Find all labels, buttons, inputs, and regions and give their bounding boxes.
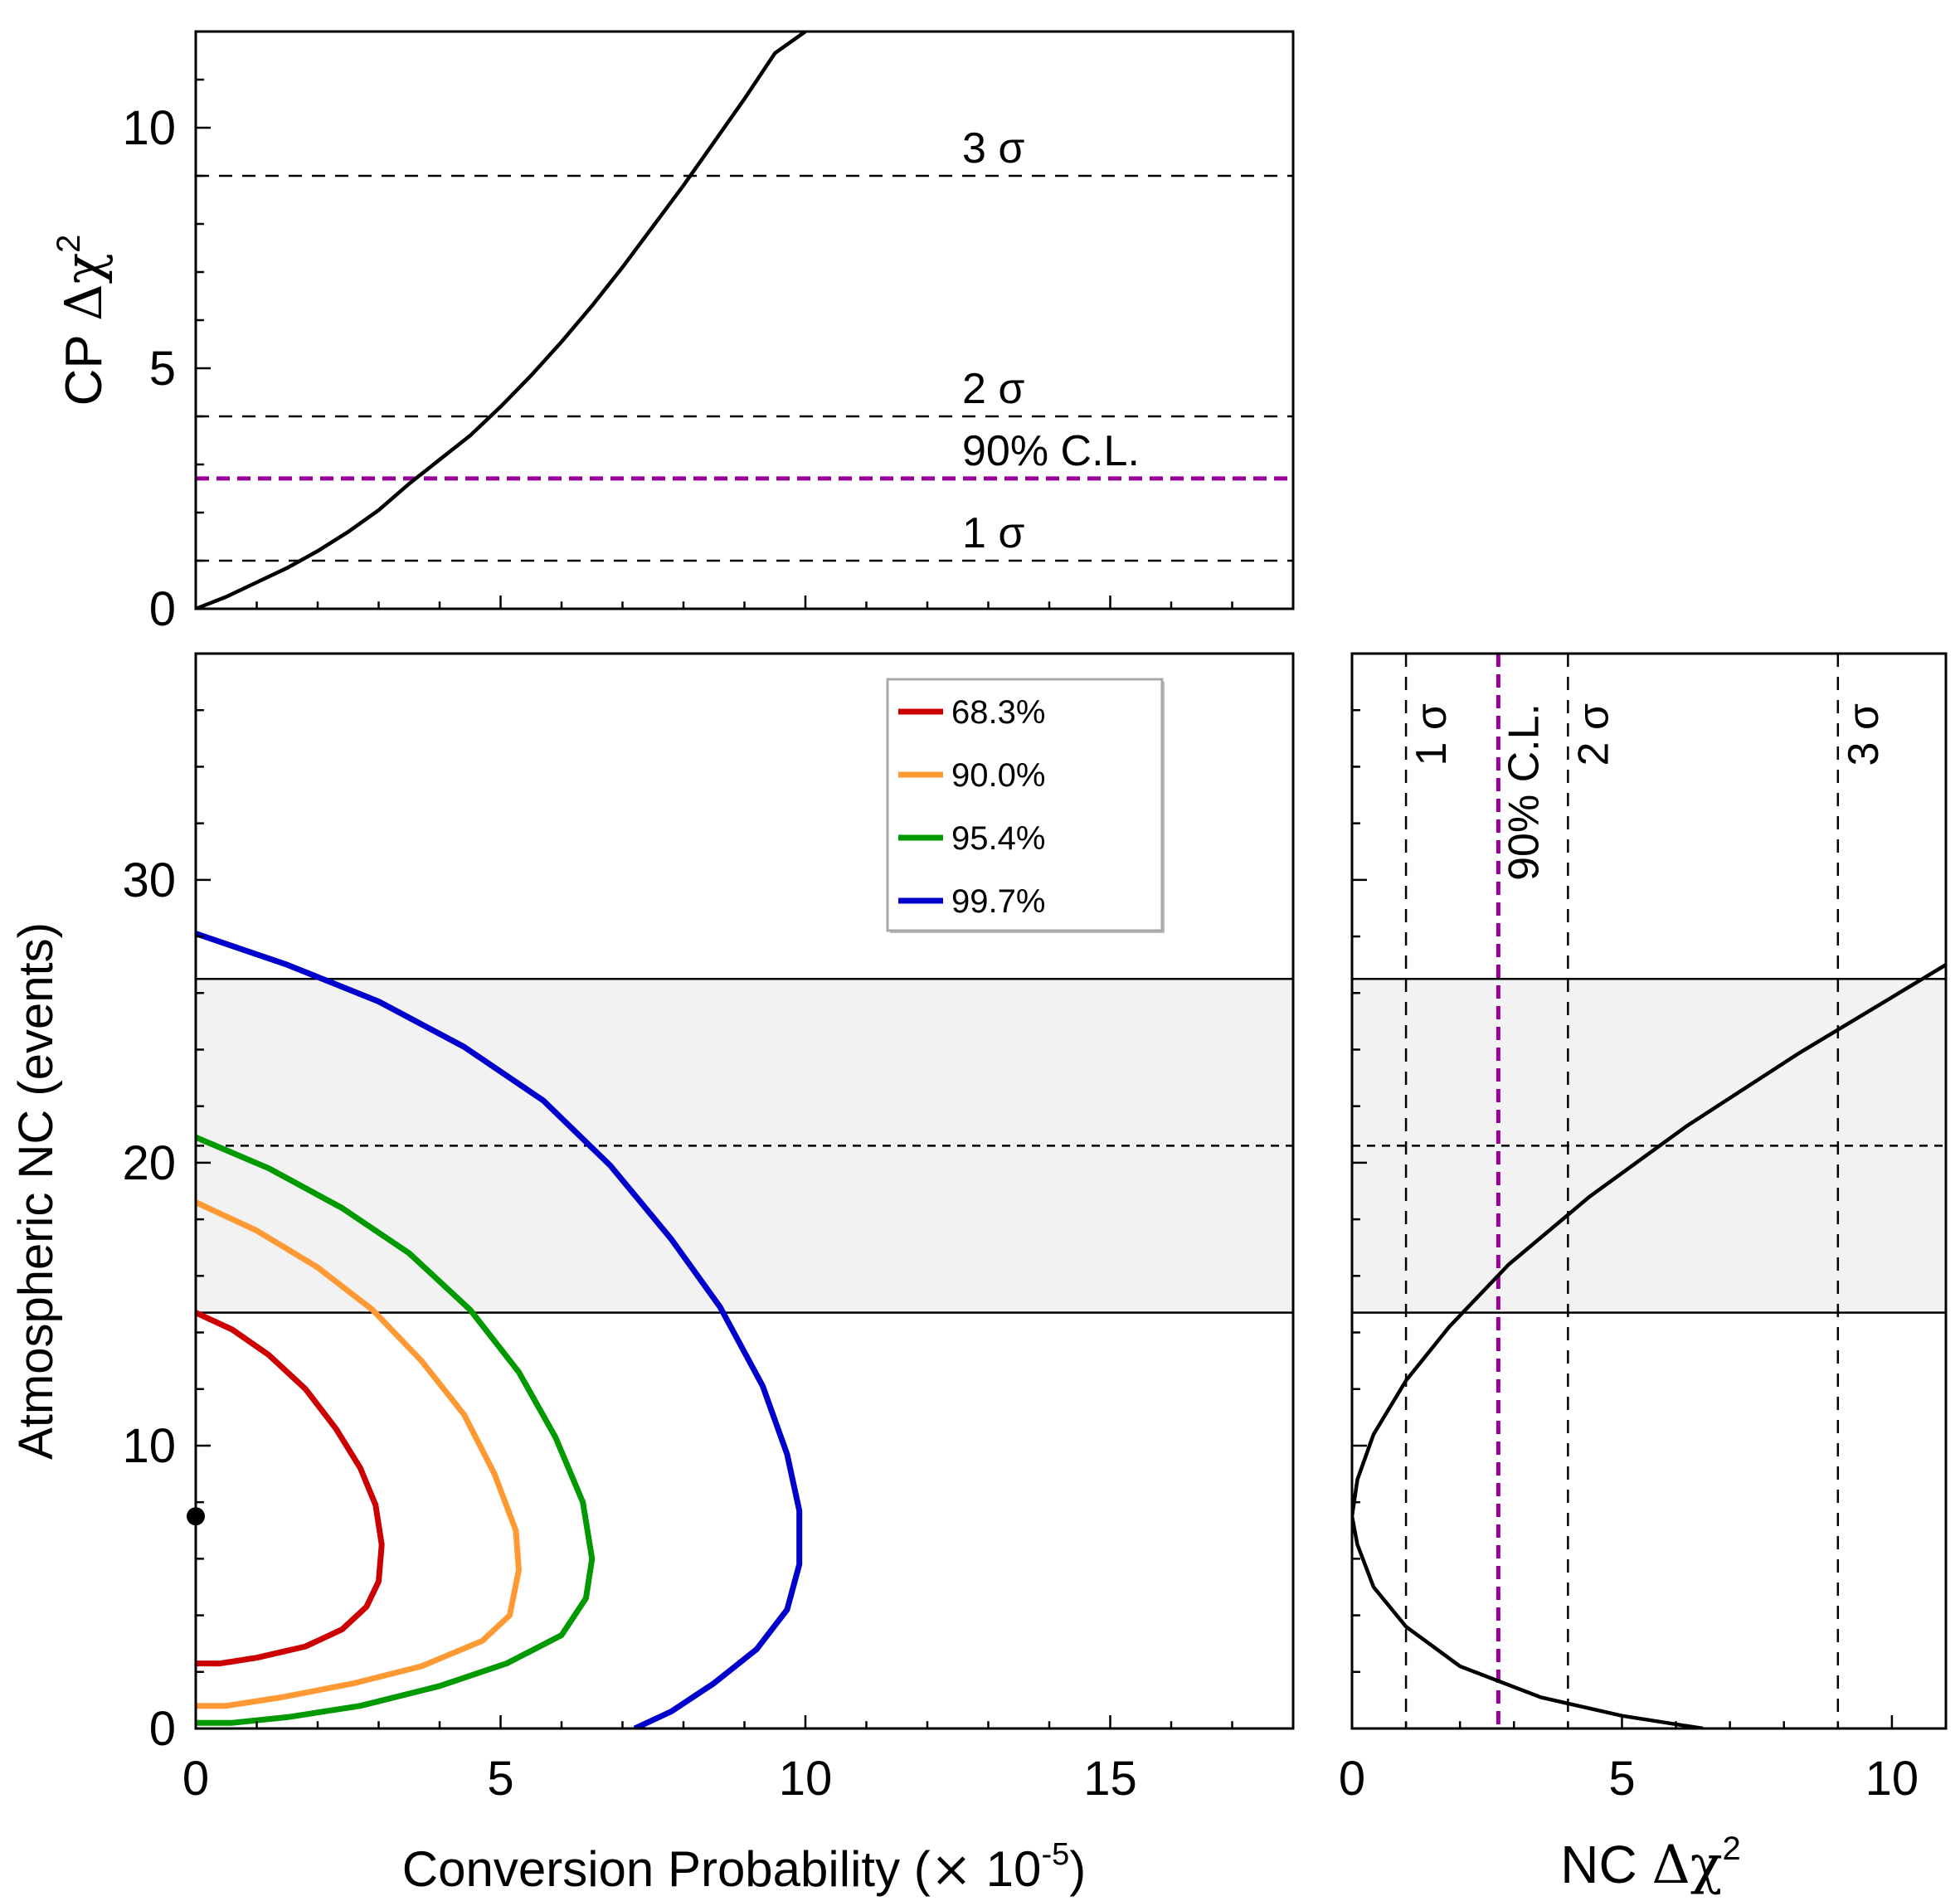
contour-954 [196,1134,596,1726]
top-panel: 3 σ 2 σ 90% C.L. 1 σ 0 5 10 CP Δχ2 [51,30,1295,636]
top-y-tick-label: 0 [149,582,176,636]
legend-label: 68.3% [951,694,1045,731]
top-y-tick-label: 5 [149,342,176,396]
top-plot-frame [194,30,1295,610]
main-contours [196,931,803,1728]
right-ref-label: 1 σ [1408,703,1456,766]
main-y-axis-label: Atmospheric NC (events) [9,922,63,1460]
top-ylabel-delta: Δχ [53,253,114,321]
main-x-axis-label: Conversion Probability (× 10-5) [402,1837,1086,1899]
right-reference-labels: 1 σ 90% C.L. 2 σ 3 σ [1408,703,1888,881]
right-band-fill [1352,979,1946,1313]
main-xlabel-times: × [931,1840,972,1899]
main-xlabel-sup: -5 [1041,1837,1069,1872]
top-reference-lines [196,174,1293,562]
main-y-tick-label: 10 [122,1419,176,1473]
right-ref-label: 3 σ [1840,703,1888,766]
main-xlabel-base: 10 [972,1841,1041,1897]
legend-label: 95.4% [951,820,1045,857]
main-x-tick-label: 15 [1083,1752,1137,1806]
right-x-tick-label: 0 [1339,1752,1365,1806]
top-ref-label: 90% C.L. [962,427,1140,475]
top-ref-label: 1 σ [962,509,1024,557]
right-plot-frame [1350,652,1948,1730]
top-ylabel-prefix: CP [56,321,113,406]
main-x-tick-label: 5 [487,1752,513,1806]
main-xlabel-close: ) [1069,1841,1086,1897]
right-xlabel-prefix: NC [1560,1835,1651,1894]
main-xlabel-text: Conversion Probability ( [402,1841,931,1897]
main-y-tick-label: 20 [122,1136,176,1190]
right-reference-lines [1404,654,1840,1728]
top-y-axis-label: CP Δχ2 [51,235,114,406]
right-nc-line [1352,963,1946,1728]
main-x-tick-label: 10 [779,1752,833,1806]
right-x-tick-label: 10 [1865,1752,1919,1806]
right-ref-label: 90% C.L. [1500,703,1548,881]
legend-label: 99.7% [951,883,1045,920]
contour-900 [196,1199,522,1709]
main-nc-band [196,977,1293,1314]
main-y-tick-label: 0 [149,1702,176,1756]
top-cp-curve [196,32,807,609]
main-panel: 0 5 10 15 0 10 20 30 68.3% 90.0% 95.4% 99.7% Atmos… [9,652,1295,1899]
right-nc-curve [1352,963,1946,1728]
main-plot-frame [194,652,1295,1730]
main-x-tick-label: 0 [182,1752,209,1806]
top-ref-label: 3 σ [962,124,1024,173]
contour-997 [196,931,803,1728]
top-reference-labels: 3 σ 2 σ 90% C.L. 1 σ [962,124,1140,557]
top-ref-label: 2 σ [962,365,1024,413]
right-x-tick-label: 5 [1608,1752,1635,1806]
top-ylabel-sup: 2 [51,235,87,253]
main-axis-ticks: 0 5 10 15 0 10 20 30 [122,652,1295,1806]
top-y-tick-label: 10 [122,101,176,155]
legend: 68.3% 90.0% 95.4% 99.7% [886,678,1165,933]
right-xlabel-delta: Δχ [1651,1835,1722,1896]
legend-label: 90.0% [951,757,1045,794]
right-x-axis-label: NC Δχ2 [1560,1831,1740,1896]
legend-entries: 68.3% 90.0% 95.4% 99.7% [898,694,1045,920]
right-panel: 1 σ 90% C.L. 2 σ 3 σ 0 5 10 NC Δχ2 [1339,652,1948,1896]
right-axis-ticks: 0 5 10 [1339,652,1948,1806]
right-ref-label: 2 σ [1569,703,1617,766]
right-xlabel-sup: 2 [1722,1831,1740,1867]
main-y-tick-label: 30 [122,853,176,907]
contour-683 [196,1310,385,1667]
right-nc-band [1352,977,1946,1314]
legend-box [886,678,1164,932]
top-cp-line [196,32,807,609]
